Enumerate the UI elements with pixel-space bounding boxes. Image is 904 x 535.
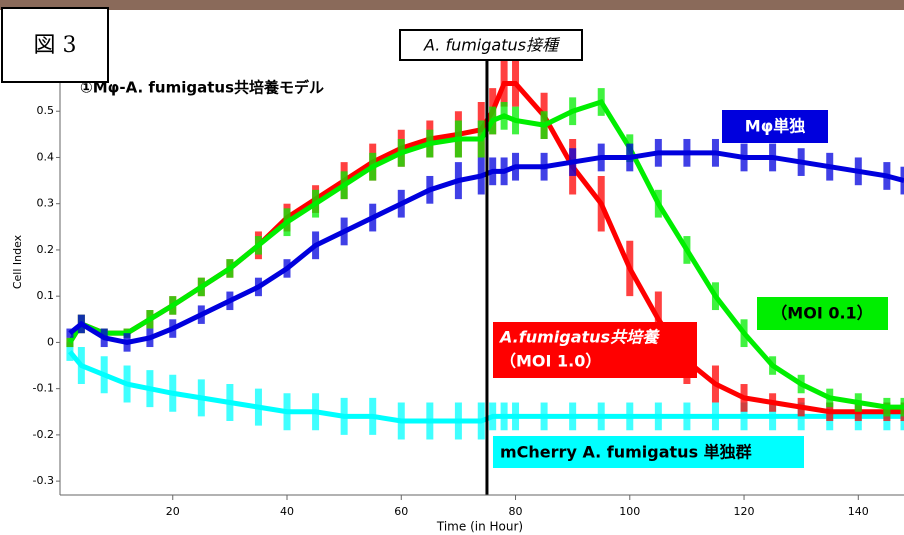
y-tick-label: 0.1 [37, 289, 55, 302]
y-axis-label: Cell Index [11, 234, 24, 289]
inoculation-box [399, 29, 583, 61]
y-tick-label: 0.4 [37, 150, 55, 163]
figure-label-box [1, 7, 109, 83]
top-strip [0, 0, 904, 10]
y-tick-label: 0.2 [37, 243, 55, 256]
y-tick-label: -0.2 [33, 428, 54, 441]
x-tick-label: 40 [280, 505, 294, 518]
chart-title: ①Mφ-A. fumigatus共培養モデル [80, 79, 324, 97]
plot-area [66, 60, 904, 495]
legend-label: Mφ単独 [745, 117, 805, 136]
x-tick-label: 140 [848, 505, 869, 518]
legend-label: A.fumigatus共培養 [498, 328, 660, 347]
y-tick-label: 0.5 [37, 104, 55, 117]
legend-box [722, 110, 828, 143]
y-tick-label: -0.3 [33, 474, 54, 487]
x-tick-label: 80 [509, 505, 523, 518]
annotation: （MOI 1.0） [500, 352, 601, 371]
legend-box [493, 322, 697, 378]
x-tick-label: 20 [166, 505, 180, 518]
figure-label: 図 3 [34, 33, 77, 58]
y-tick-label: 0.3 [37, 197, 55, 210]
legend-label: mCherry A. fumigatus 単独群 [500, 443, 752, 462]
x-tick-label: 120 [734, 505, 755, 518]
legend-box [493, 436, 804, 468]
y-tick-label: 0 [47, 335, 54, 348]
x-axis-label: Time (in Hour) [436, 520, 523, 534]
y-tick-label: -0.1 [33, 382, 54, 395]
x-tick-label: 60 [394, 505, 408, 518]
legend-box [757, 297, 888, 330]
legend-label: （MOI 0.1） [771, 304, 872, 323]
x-tick-label: 100 [619, 505, 640, 518]
inoculation-label: A. fumigatus接種 [423, 36, 561, 55]
